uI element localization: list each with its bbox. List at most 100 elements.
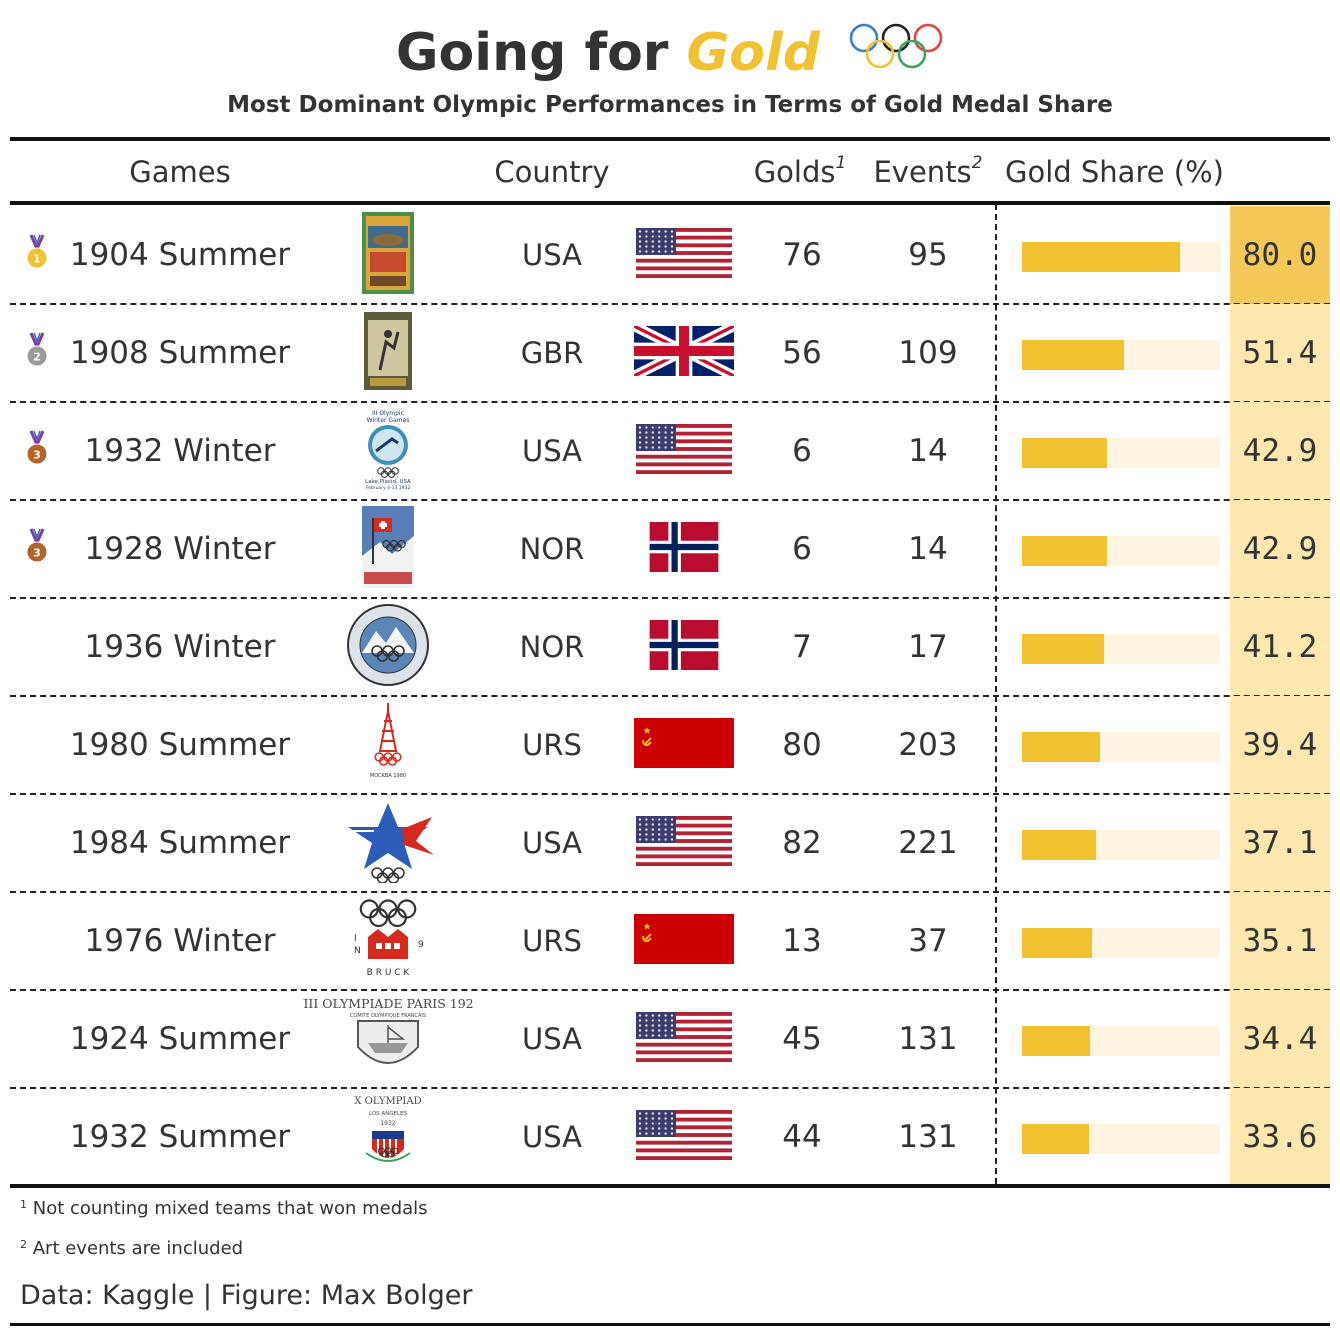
flag-cell — [624, 892, 744, 990]
share-value: 42.9 — [1242, 433, 1318, 469]
games-label: 1932 Summer — [69, 1119, 291, 1155]
golds-cell: 76 — [750, 206, 854, 304]
footnote-1: 1 Not counting mixed teams that won meda… — [20, 1198, 428, 1219]
country-cell: NOR — [490, 598, 614, 696]
share-value: 80.0 — [1242, 237, 1318, 273]
row-separator — [10, 1087, 1330, 1089]
share-bar — [1022, 732, 1100, 762]
share-cell-bg — [1230, 794, 1330, 892]
share-value: 37.1 — [1242, 825, 1318, 861]
svg-text:COMITE OLYMPIQUE FRANCAIS: COMITE OLYMPIQUE FRANCAIS — [350, 1013, 426, 1019]
share-cell-bg — [1230, 696, 1330, 794]
moscow-1980-emblem-icon: MOCKBA 1980 — [366, 701, 410, 789]
flag-gbr-icon — [631, 321, 737, 381]
events-cell: 131 — [876, 1088, 980, 1186]
games-label: 1976 Winter — [84, 923, 276, 959]
svg-text:N: N — [354, 946, 361, 956]
silver-medal-icon: 2 — [24, 331, 50, 375]
share-cell-bg — [1230, 500, 1330, 598]
share-cell: 33.6 — [1230, 1088, 1330, 1186]
events-value: 131 — [898, 1021, 958, 1057]
bottom-rule — [10, 1184, 1330, 1188]
share-cell: 80.0 — [1230, 206, 1330, 304]
events-value: 14 — [908, 531, 948, 567]
games-logo — [300, 500, 476, 598]
row-separator — [10, 303, 1330, 305]
medal-cell — [22, 598, 52, 696]
country-code: NOR — [519, 630, 585, 664]
country-code: GBR — [520, 336, 584, 370]
olympic-rings-icon — [849, 23, 943, 69]
country-cell: USA — [490, 794, 614, 892]
share-bar-track — [1022, 438, 1220, 468]
header-rule — [10, 201, 1330, 205]
los-angeles-1932-emblem-icon: X OLYMPIAD LOS ANGELES 1932 — [346, 1093, 430, 1181]
events-cell: 37 — [876, 892, 980, 990]
footnote-2-mark: 2 — [20, 1238, 27, 1251]
golds-cell: 7 — [750, 598, 854, 696]
events-value: 95 — [908, 237, 948, 273]
flag-urs-icon — [634, 914, 734, 968]
share-cell-bg — [1230, 402, 1330, 500]
flag-usa-icon — [636, 816, 732, 870]
header-golds: Golds1 — [740, 152, 860, 192]
share-cell: 51.4 — [1230, 304, 1330, 402]
share-cell: 34.4 — [1230, 990, 1330, 1088]
golds-cell: 44 — [750, 1088, 854, 1186]
country-code: USA — [521, 1120, 582, 1154]
medal-cell — [22, 794, 52, 892]
svg-text:1932: 1932 — [380, 1120, 395, 1127]
share-value: 42.9 — [1242, 531, 1318, 567]
st-louis-1904-poster-icon — [362, 212, 414, 298]
events-cell: 221 — [876, 794, 980, 892]
games-label: 1980 Summer — [69, 727, 291, 763]
medal-cell — [22, 990, 52, 1088]
share-bar — [1022, 1124, 1089, 1154]
flag-nor-icon — [649, 522, 719, 576]
games-logo: MOCKBA 1980 — [300, 696, 476, 794]
games-cell: 1932 Summer — [60, 1088, 300, 1186]
table-row: 1984 Summer USA 82 221 37.1 — [10, 794, 1330, 893]
events-cell: 17 — [876, 598, 980, 696]
games-label: 1924 Summer — [69, 1021, 291, 1057]
events-value: 221 — [898, 825, 958, 861]
flag-usa-icon — [636, 424, 732, 478]
svg-text:LOS ANGELES: LOS ANGELES — [369, 1111, 408, 1117]
golds-cell: 56 — [750, 304, 854, 402]
share-cell-bg — [1230, 892, 1330, 990]
share-bar-track — [1022, 1124, 1220, 1154]
flag-cell — [624, 598, 744, 696]
footnote-1-text: Not counting mixed teams that won medals — [32, 1198, 428, 1219]
row-separator — [10, 695, 1330, 697]
st-moritz-1928-poster-icon — [362, 506, 414, 592]
share-bar — [1022, 438, 1107, 468]
share-bar-track — [1022, 732, 1220, 762]
events-value: 203 — [898, 727, 958, 763]
column-divider — [995, 204, 997, 1184]
golds-value: 6 — [792, 433, 812, 469]
games-label: 1984 Summer — [69, 825, 291, 861]
table-row: 1976 Winter I N B R U C K 9 URS 13 37 35.1 — [10, 892, 1330, 991]
svg-text:3: 3 — [33, 449, 41, 462]
paris-1924-emblem-icon: VIII OLYMPIADE PARIS 1924 COMITE OLYMPIQU… — [293, 995, 482, 1083]
share-value: 34.4 — [1242, 1021, 1318, 1057]
country-code: USA — [521, 1022, 582, 1056]
golds-value: 56 — [782, 335, 822, 371]
share-bar — [1022, 830, 1096, 860]
footnote-1-mark: 1 — [20, 1198, 27, 1211]
games-cell: 1932 Winter — [60, 402, 300, 500]
events-value: 14 — [908, 433, 948, 469]
games-logo: III Olympic Winter Games Lake Placid, USA F… — [300, 402, 476, 500]
golds-value: 80 — [782, 727, 822, 763]
medal-cell: 11 — [22, 206, 52, 304]
country-cell: URS — [490, 696, 614, 794]
svg-text:III Olympic: III Olympic — [372, 410, 404, 417]
row-separator — [10, 401, 1330, 403]
games-cell: 1984 Summer — [60, 794, 300, 892]
title-highlight: Gold — [686, 23, 820, 83]
share-bar — [1022, 242, 1181, 272]
chart-title: Going for Gold — [0, 20, 1340, 86]
header-events-note: 2 — [971, 153, 983, 173]
golds-cell: 82 — [750, 794, 854, 892]
